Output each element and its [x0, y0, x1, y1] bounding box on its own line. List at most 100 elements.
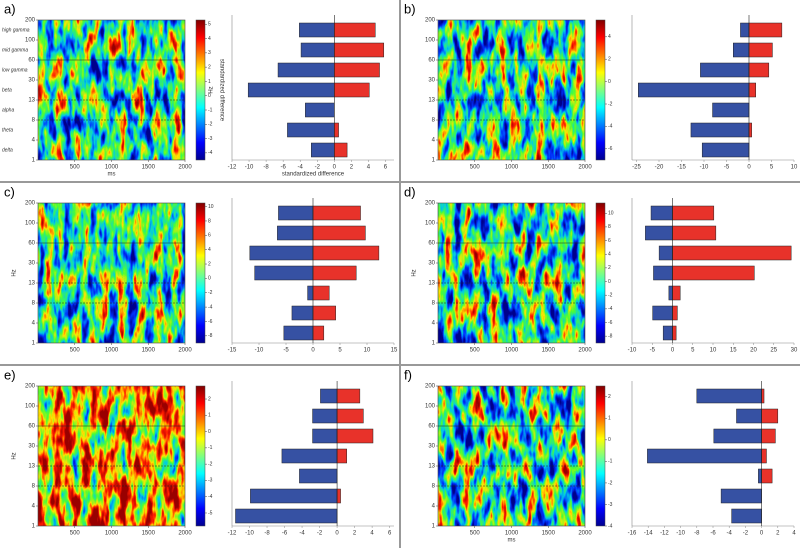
bar [748, 42, 773, 58]
bar [638, 82, 750, 98]
x-tick-label: -25 [632, 165, 641, 171]
panel-label: c) [4, 184, 15, 199]
y-tick-label: 100 [425, 221, 436, 227]
y-tick-label: 13 [28, 98, 35, 104]
colorbar-tick-label: -1 [208, 107, 213, 113]
bar [247, 82, 335, 98]
bar [740, 22, 750, 38]
colorbar-tick-label: 8 [208, 218, 211, 224]
x-tick-label: -10 [245, 531, 254, 537]
colorbar [195, 202, 206, 344]
colorbar-tick-label: 0 [208, 93, 211, 99]
bar [672, 245, 792, 261]
heatmap [438, 203, 585, 343]
bar [720, 488, 762, 504]
band-label: high gamma [2, 27, 30, 33]
x-tick-label: 4 [370, 531, 374, 537]
colorbar-tick-label: 0 [208, 429, 211, 435]
x-tick-label: 10 [791, 165, 798, 171]
x-tick-label: 0 [760, 531, 764, 537]
bar [713, 428, 762, 444]
colorbar-tick-label: 6 [608, 238, 611, 244]
panel-label: d) [404, 184, 416, 199]
band-label: alpha [2, 107, 14, 113]
bar [336, 428, 374, 444]
y-tick-label: 8 [432, 301, 436, 307]
colorbar-tick-label: -6 [608, 320, 613, 326]
panel-label: a) [4, 1, 16, 16]
x-tick-label: 500 [70, 165, 81, 171]
bar [312, 265, 357, 281]
bar [658, 245, 673, 261]
y-tick-label: 30 [28, 444, 35, 450]
colorbar [195, 385, 206, 527]
y-tick-label: 13 [28, 281, 35, 287]
panel: d)500 1000 1500 2000200100603013841Hz108642… [404, 184, 798, 353]
y-tick-label: 8 [32, 484, 36, 490]
x-tick-label: 2000 [178, 165, 192, 171]
y-tick-label: 13 [428, 281, 435, 287]
bar [334, 82, 370, 98]
bar [748, 62, 770, 78]
bar [287, 122, 335, 138]
bar [672, 305, 678, 321]
colorbar-tick-label: -4 [208, 304, 213, 310]
x-tick-label: 4 [792, 531, 796, 537]
bar [300, 42, 335, 58]
colorbar-label: standardized difference [218, 59, 224, 122]
y-tick-label: 200 [25, 384, 36, 390]
x-tick-label: 2 [776, 531, 780, 537]
colorbar-tick-label: 1 [208, 413, 211, 419]
y-tick-label: 100 [425, 38, 436, 44]
x-tick-label: 2000 [178, 348, 192, 354]
colorbar-tick-label: -2 [208, 290, 213, 296]
heatmap [38, 386, 185, 526]
bar [690, 122, 750, 138]
colorbar-tick-label: 2 [208, 261, 211, 267]
bar [761, 428, 776, 444]
colorbar-tick-label: 4 [608, 252, 611, 258]
bar [283, 325, 314, 341]
bar [334, 42, 385, 58]
x-tick-label: 6 [384, 165, 388, 171]
y-tick-label: 1 [32, 341, 36, 347]
x-tick-label: -12 [660, 531, 669, 537]
colorbar-tick-label: 4 [208, 36, 211, 42]
band-label: theta [2, 127, 13, 133]
y-tick-label: 1 [432, 341, 436, 347]
bar [652, 305, 673, 321]
colorbar [595, 385, 606, 527]
y-axis-label: Hz [12, 269, 18, 276]
y-tick-label: 100 [25, 38, 36, 44]
colorbar-tick-label: -4 [608, 124, 613, 130]
y-tick-label: 100 [425, 404, 436, 410]
panel: e)500 1000 1500 2000200100603013841Hz210-1-… [4, 367, 394, 537]
bar [672, 285, 681, 301]
colorbar-tick-label: 2 [208, 396, 211, 402]
y-tick-label: 200 [425, 201, 436, 207]
x-tick-label: 6 [388, 531, 392, 537]
y-tick-label: 8 [432, 118, 436, 124]
bar [235, 508, 338, 524]
x-tick-label: -5 [724, 165, 730, 171]
bar [312, 225, 366, 241]
bar [312, 408, 338, 424]
colorbar [595, 19, 606, 161]
y-tick-label: 200 [25, 18, 36, 24]
colorbar-tick-label: -1 [608, 459, 613, 465]
band-label: delta [2, 147, 13, 153]
x-tick-label: 20 [750, 348, 757, 354]
x-tick-label: 2000 [578, 165, 592, 171]
bar [748, 82, 756, 98]
colorbar-tick-label: -4 [208, 494, 213, 500]
x-tick-label: 30 [791, 348, 798, 354]
bar [701, 142, 750, 158]
x-tick-label: 500 [470, 348, 481, 354]
y-tick-label: 60 [28, 241, 35, 247]
panel-label: b) [404, 1, 416, 16]
bar [761, 388, 765, 404]
bar [647, 448, 762, 464]
x-tick-label: 1500 [542, 531, 556, 537]
y-tick-label: 4 [32, 504, 36, 510]
y-tick-label: 8 [32, 301, 36, 307]
